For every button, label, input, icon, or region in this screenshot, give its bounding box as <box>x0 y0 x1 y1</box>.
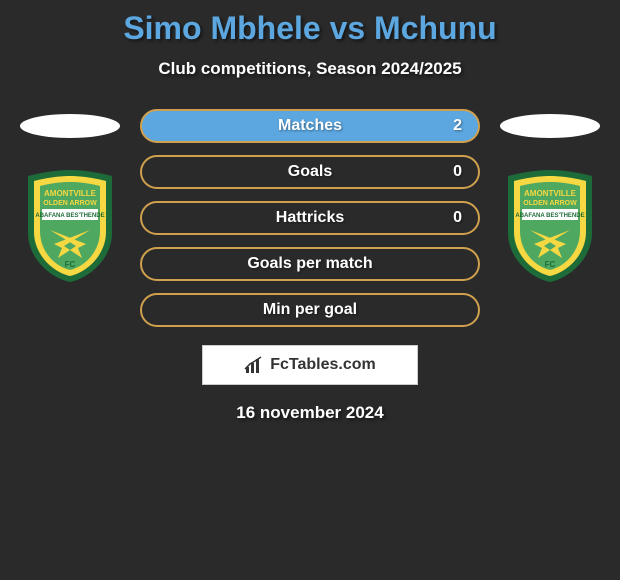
date-text: 16 november 2024 <box>0 403 620 423</box>
brand-box: FcTables.com <box>202 345 418 385</box>
chart-icon <box>244 355 264 375</box>
stat-label: Goals per match <box>247 255 372 273</box>
stat-label: Min per goal <box>263 301 357 319</box>
stat-label: Matches <box>278 117 342 135</box>
player-ellipse-left <box>20 114 120 138</box>
player-ellipse-right <box>500 114 600 138</box>
svg-text:AMONTVILLE: AMONTVILLE <box>524 189 577 198</box>
right-side-col: AMONTVILLE OLDEN ARROW ABAFANA BES'THEND… <box>500 109 600 284</box>
stat-value: 0 <box>453 163 462 181</box>
infographic-container: Simo Mbhele vs Mchunu Club competitions,… <box>0 0 620 423</box>
stat-label: Hattricks <box>276 209 344 227</box>
stats-column: Matches 2 Goals 0 Hattricks 0 Goals per … <box>140 109 480 327</box>
stat-value: 2 <box>453 117 462 135</box>
brand-text: FcTables.com <box>270 356 376 374</box>
svg-text:FC: FC <box>545 260 556 269</box>
stat-label: Goals <box>288 163 332 181</box>
left-side-col: AMONTVILLE OLDEN ARROW ABAFANA BES'THEND… <box>20 109 120 284</box>
svg-text:ABAFANA BES'THENDE: ABAFANA BES'THENDE <box>35 213 104 219</box>
stat-bar-matches: Matches 2 <box>140 109 480 143</box>
stat-bar-min-per-goal: Min per goal <box>140 293 480 327</box>
svg-text:OLDEN ARROW: OLDEN ARROW <box>43 200 97 207</box>
main-row: AMONTVILLE OLDEN ARROW ABAFANA BES'THEND… <box>0 109 620 327</box>
club-logo-right: AMONTVILLE OLDEN ARROW ABAFANA BES'THEND… <box>500 168 600 284</box>
subtitle: Club competitions, Season 2024/2025 <box>0 59 620 79</box>
stat-bar-goals: Goals 0 <box>140 155 480 189</box>
club-logo-left: AMONTVILLE OLDEN ARROW ABAFANA BES'THEND… <box>20 168 120 284</box>
svg-text:ABAFANA BES'THENDE: ABAFANA BES'THENDE <box>515 213 584 219</box>
svg-text:FC: FC <box>65 260 76 269</box>
stat-bar-goals-per-match: Goals per match <box>140 247 480 281</box>
stat-value: 0 <box>453 209 462 227</box>
page-title: Simo Mbhele vs Mchunu <box>0 10 620 47</box>
svg-text:AMONTVILLE: AMONTVILLE <box>44 189 97 198</box>
svg-text:OLDEN ARROW: OLDEN ARROW <box>523 200 577 207</box>
stat-bar-hattricks: Hattricks 0 <box>140 201 480 235</box>
